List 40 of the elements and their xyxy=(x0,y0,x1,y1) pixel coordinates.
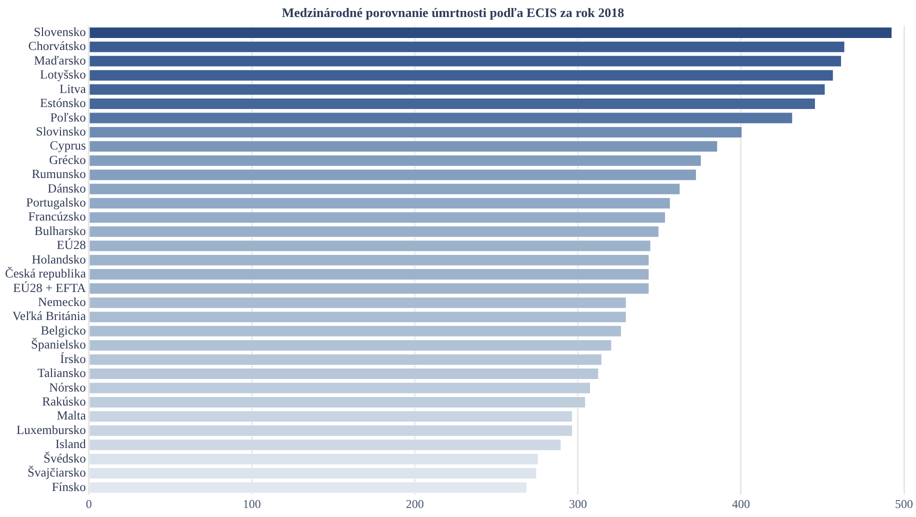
y-tick-label: Litva xyxy=(59,82,86,96)
y-tick-label: Poľsko xyxy=(50,110,86,124)
x-tick-label: 0 xyxy=(86,496,92,511)
y-tick-label: Taliansko xyxy=(37,366,86,380)
y-tick-label: Nórsko xyxy=(49,380,86,394)
y-tick-label: EÚ28 + EFTA xyxy=(13,280,86,295)
y-tick-label: Estónsko xyxy=(40,96,86,110)
x-tick-label: 500 xyxy=(895,496,913,511)
x-tick-label: 300 xyxy=(568,496,587,511)
y-tick-label: Fínsko xyxy=(52,480,86,494)
y-tick-label: Lotyšsko xyxy=(40,68,86,82)
y-tick-label: Dánsko xyxy=(48,181,86,196)
x-tick-label: 100 xyxy=(242,496,261,511)
y-tick-label: Švédsko xyxy=(44,451,86,466)
y-tick-label: Island xyxy=(55,437,87,452)
y-tick-label: Švajčiarsko xyxy=(28,466,86,480)
y-tick-label: Francúzsko xyxy=(28,210,86,224)
y-tick-label: Maďarsko xyxy=(34,53,86,68)
y-tick-label: Luxembursko xyxy=(16,422,86,437)
y-tick-label: Česká republika xyxy=(4,266,86,281)
chart-title: Medzinárodné porovnanie úmrtnosti podľa ECIS za rok 2018 xyxy=(282,5,625,20)
y-tick-label: Španielsko xyxy=(31,338,86,352)
y-tick-label: Rumunsko xyxy=(32,167,86,182)
y-tick-label: Nemecko xyxy=(38,295,86,310)
y-tick-label: Slovinsko xyxy=(36,124,86,138)
y-tick-label: Bulharsko xyxy=(34,224,86,238)
y-tick-label: Portugalsko xyxy=(26,196,86,210)
y-tick-label: Belgicko xyxy=(40,323,86,338)
y-tick-label: Grécko xyxy=(49,152,86,167)
y-tick-label: Cyprus xyxy=(50,138,86,153)
y-tick-label: Rakúsko xyxy=(42,394,86,408)
y-tick-label: Holandsko xyxy=(32,252,86,266)
x-tick-label: 200 xyxy=(406,496,424,511)
y-tick-label: Chorvátsko xyxy=(28,39,86,54)
y-tick-label: Veľká Británia xyxy=(12,309,86,324)
y-tick-label: Malta xyxy=(56,408,86,423)
y-tick-label: Írsko xyxy=(60,352,86,366)
y-tick-label: Slovensko xyxy=(34,24,86,39)
x-tick-label: 400 xyxy=(732,496,750,511)
y-tick-label: EÚ28 xyxy=(56,238,86,252)
